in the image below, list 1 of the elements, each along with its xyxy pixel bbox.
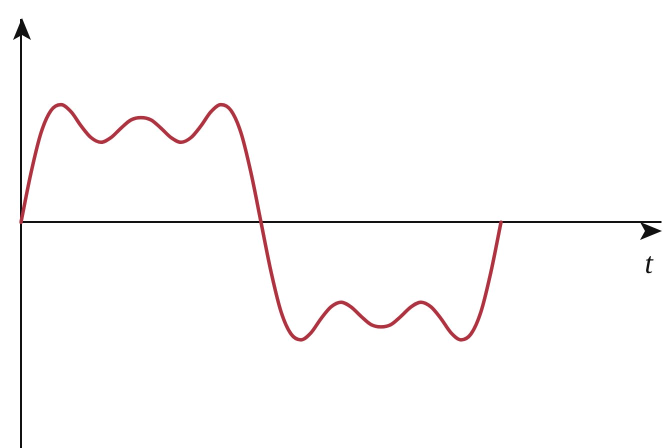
x-axis-title: t: [644, 247, 654, 280]
